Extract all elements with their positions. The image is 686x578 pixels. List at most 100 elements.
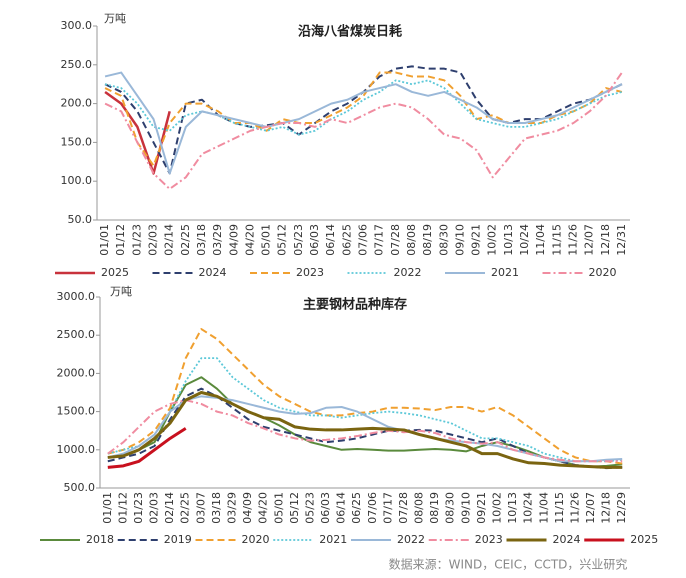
y-tick-label: 1000.0 <box>57 443 96 456</box>
x-tick-label: 05/23 <box>292 224 305 256</box>
x-tick-label: 11/26 <box>568 492 581 524</box>
x-tick-label: 07/28 <box>389 224 402 256</box>
x-tick-label: 04/20 <box>257 492 270 524</box>
y-tick-label: 1500.0 <box>57 405 96 418</box>
x-tick-label: 05/01 <box>272 492 285 524</box>
series-line <box>104 71 623 190</box>
x-tick-label: 10/24 <box>522 492 535 524</box>
y-tick-label: 150.0 <box>61 135 93 148</box>
x-tick-label: 06/25 <box>350 492 363 524</box>
y-tick-label: 50.0 <box>68 213 93 226</box>
x-tick-label: 03/29 <box>226 492 239 524</box>
y-tick-label: 300.0 <box>61 19 93 32</box>
x-tick-label: 01/23 <box>132 492 145 524</box>
legend-label: 2025 <box>101 266 129 279</box>
y-tick-label: 250.0 <box>61 58 93 71</box>
x-tick-label: 01/01 <box>101 492 114 524</box>
x-tick-label: 05/12 <box>288 492 301 524</box>
y-tick-label: 2000.0 <box>57 366 96 379</box>
x-tick-label: 07/28 <box>397 492 410 524</box>
legend-label: 2022 <box>397 533 425 546</box>
x-tick-label: 06/25 <box>340 224 353 256</box>
x-tick-label: 10/02 <box>491 492 504 524</box>
series-line <box>107 357 623 463</box>
x-tick-label: 03/29 <box>211 224 224 256</box>
x-tick-label: 02/03 <box>147 224 160 256</box>
x-tick-label: 01/12 <box>114 224 127 256</box>
series-line <box>107 376 623 468</box>
x-tick-label: 07/17 <box>381 492 394 524</box>
x-tick-label: 02/25 <box>179 224 192 256</box>
legend-label: 2021 <box>319 533 347 546</box>
legend-label: 2021 <box>491 266 519 279</box>
x-tick-label: 01/12 <box>116 492 129 524</box>
x-tick-label: 02/14 <box>163 492 176 524</box>
x-tick-label: 01/23 <box>130 224 143 256</box>
x-tick-label: 08/19 <box>428 492 441 524</box>
legend-label: 2018 <box>86 533 114 546</box>
legend-label: 2022 <box>394 266 422 279</box>
x-tick-label: 05/01 <box>260 224 273 256</box>
x-tick-label: 03/07 <box>194 492 207 524</box>
x-tick-label: 03/18 <box>195 224 208 256</box>
x-tick-label: 09/21 <box>475 492 488 524</box>
series-line <box>104 90 171 175</box>
legend-label: 2025 <box>630 533 658 546</box>
unit-label: 万吨 <box>110 285 132 298</box>
x-tick-label: 12/07 <box>583 224 596 256</box>
series-line <box>107 391 623 469</box>
legend-label: 2024 <box>553 533 581 546</box>
x-tick-label: 12/18 <box>600 492 613 524</box>
chart-title: 主要钢材品种库存 <box>303 297 407 313</box>
x-tick-label: 02/25 <box>179 492 192 524</box>
x-tick-label: 08/08 <box>405 224 418 256</box>
x-tick-label: 11/04 <box>537 492 550 524</box>
series-line <box>104 71 623 167</box>
legend-label: 2024 <box>199 266 227 279</box>
x-tick-label: 07/17 <box>373 224 386 256</box>
series-line <box>107 399 623 463</box>
x-tick-label: 05/23 <box>303 492 316 524</box>
x-tick-label: 10/02 <box>486 224 499 256</box>
legend-label: 2023 <box>296 266 324 279</box>
x-tick-label: 05/12 <box>276 224 289 256</box>
series-line <box>104 71 623 175</box>
x-tick-label: 10/24 <box>518 224 531 256</box>
legend-label: 2023 <box>475 533 503 546</box>
x-tick-label: 02/03 <box>148 492 161 524</box>
x-tick-label: 12/31 <box>615 224 628 256</box>
x-tick-label: 04/20 <box>243 224 256 256</box>
source: 数据来源：WIND，CEIC，CCTD，兴业研究 <box>389 557 628 572</box>
x-tick-label: 12/07 <box>584 492 597 524</box>
y-tick-label: 2500.0 <box>57 328 96 341</box>
legend-label: 2020 <box>589 266 617 279</box>
x-tick-label: 08/08 <box>413 492 426 524</box>
x-tick-label: 06/14 <box>335 492 348 524</box>
x-tick-label: 02/14 <box>163 224 176 256</box>
y-tick-label: 100.0 <box>61 174 93 187</box>
series-line <box>104 79 623 136</box>
x-tick-label: 03/18 <box>210 492 223 524</box>
x-tick-label: 11/26 <box>566 224 579 256</box>
x-tick-label: 12/18 <box>599 224 612 256</box>
x-tick-label: 06/03 <box>319 492 332 524</box>
x-tick-label: 09/10 <box>453 224 466 256</box>
x-tick-label: 12/29 <box>615 492 628 524</box>
x-tick-label: 11/15 <box>550 224 563 256</box>
y-tick-label: 3000.0 <box>57 290 96 303</box>
unit-label: 万吨 <box>104 12 126 25</box>
x-tick-label: 06/03 <box>308 224 321 256</box>
x-tick-label: 04/09 <box>227 224 240 256</box>
x-tick-label: 08/30 <box>437 224 450 256</box>
x-tick-label: 06/14 <box>324 224 337 256</box>
x-tick-label: 11/15 <box>553 492 566 524</box>
x-tick-label: 08/19 <box>421 224 434 256</box>
y-tick-label: 500.0 <box>64 481 96 494</box>
y-tick-label: 200.0 <box>61 97 93 110</box>
chart-title: 沿海八省煤炭日耗 <box>298 24 402 40</box>
x-tick-label: 09/21 <box>470 224 483 256</box>
series-line <box>107 328 623 465</box>
series-line <box>107 427 187 469</box>
x-tick-label: 10/13 <box>506 492 519 524</box>
